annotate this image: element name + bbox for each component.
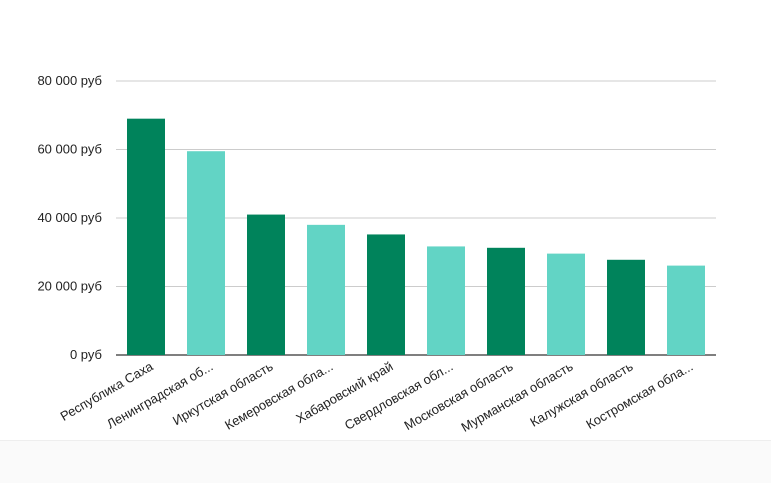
bar[interactable]	[607, 259, 645, 355]
bar[interactable]	[487, 247, 525, 355]
bar[interactable]	[127, 118, 165, 355]
bar[interactable]	[667, 265, 705, 355]
x-tick-label: Свердловская обл...	[342, 359, 456, 433]
bar[interactable]	[307, 224, 345, 355]
bar[interactable]	[187, 151, 225, 355]
bar[interactable]	[247, 214, 285, 355]
y-tick-label: 20 000 руб	[37, 279, 102, 294]
x-tick-label: Костромская обла...	[583, 359, 695, 432]
bar[interactable]	[367, 234, 405, 355]
y-axis-tick-labels: 0 руб 20 000 руб 40 000 руб 60 000 руб 80 00…	[37, 73, 102, 362]
y-tick-label: 40 000 руб	[37, 210, 102, 225]
x-tick-label: Кемеровская обла...	[222, 359, 335, 433]
bar[interactable]	[547, 253, 585, 355]
bars	[127, 118, 705, 355]
x-tick-label: Иркутская область	[170, 359, 276, 429]
x-tick-label: Калужская область	[527, 359, 635, 430]
y-tick-label: 60 000 руб	[37, 142, 102, 157]
y-tick-label: 0 руб	[70, 347, 102, 362]
x-tick-label: Мурманская область	[459, 359, 576, 435]
footer-band	[0, 440, 771, 483]
x-tick-label: Ленинградская об...	[104, 359, 215, 432]
y-tick-label: 80 000 руб	[37, 73, 102, 88]
bar[interactable]	[427, 246, 465, 355]
